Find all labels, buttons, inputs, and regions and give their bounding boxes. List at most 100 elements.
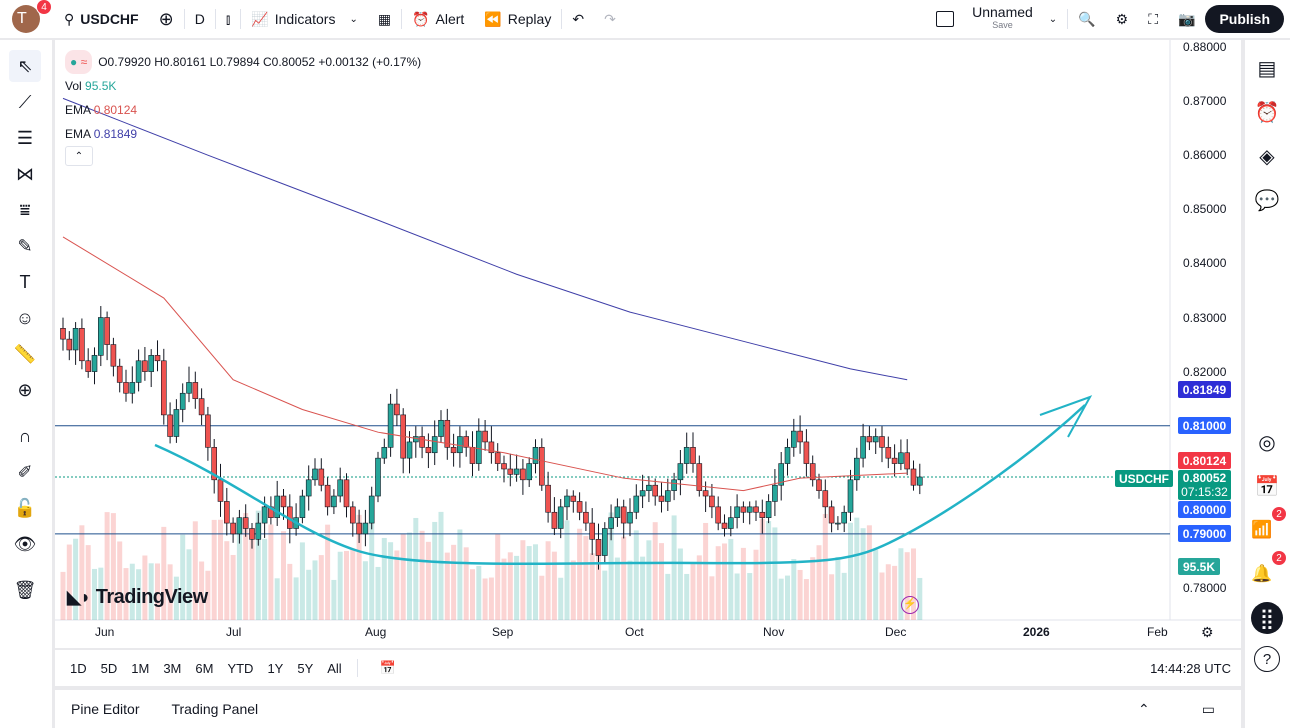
drawn-curve[interactable] xyxy=(154,404,1086,566)
symbol-search[interactable]: ⚲ USDCHF xyxy=(64,10,139,28)
lightning-icon[interactable]: ⚡ xyxy=(901,596,919,614)
volume-bar xyxy=(79,525,85,620)
candle xyxy=(715,506,722,524)
visibility-tool[interactable]: 👁 xyxy=(9,528,41,560)
zoom-tool[interactable]: ⊕ xyxy=(9,374,41,406)
candle xyxy=(583,511,589,524)
technicals-button[interactable]: ◎ xyxy=(1251,426,1283,458)
drawn-arrow-head[interactable] xyxy=(1039,395,1093,438)
candle xyxy=(538,447,545,486)
settings-button[interactable]: ⚙ xyxy=(1106,0,1139,38)
object-tree-button[interactable]: ◈ xyxy=(1251,140,1283,172)
volume-bar xyxy=(627,560,633,620)
lock-tool[interactable]: 🔓 xyxy=(9,492,41,524)
volume-bar xyxy=(797,569,803,620)
emoji-tool[interactable]: ☺ xyxy=(9,302,41,334)
candle xyxy=(872,436,879,443)
price-tick: 0.84000 xyxy=(1183,256,1227,271)
quick-search-button[interactable]: 🔍 xyxy=(1068,0,1105,38)
maximize-panel-button[interactable]: ▭ xyxy=(1176,701,1241,718)
collapse-legend-button[interactable]: ⌃ xyxy=(65,146,93,166)
volume-bar xyxy=(690,562,696,620)
forecast-icon: ⩸ xyxy=(19,199,31,220)
apps-button[interactable]: ⣿ xyxy=(1251,602,1283,634)
forecast-tool[interactable]: ⩸ xyxy=(9,194,41,226)
volume-bar xyxy=(331,579,337,620)
alerts-panel-button[interactable]: ⏰ xyxy=(1251,96,1283,128)
templates-button[interactable]: ▦ xyxy=(368,0,401,38)
range-1y[interactable]: 1Y xyxy=(267,660,284,676)
ema-fast-line[interactable] xyxy=(62,236,908,492)
axis-settings-button[interactable]: ⚙ xyxy=(1201,624,1214,641)
collapse-panel-button[interactable]: ⌃ xyxy=(1112,701,1176,718)
clock[interactable]: 14:44:28 UTC xyxy=(1150,660,1231,676)
lock-drawing-tool[interactable]: ✐ xyxy=(9,456,41,488)
help-icon: ? xyxy=(1262,650,1272,668)
fib-tool[interactable]: ☰ xyxy=(9,122,41,154)
volume-bar xyxy=(136,569,142,620)
trendline-tool[interactable]: ⟋ xyxy=(9,86,41,118)
time-tick: Sep xyxy=(492,625,514,639)
undo-button[interactable]: ↶ xyxy=(562,0,594,38)
volume-bar xyxy=(526,546,532,620)
trash-icon: 🗑 xyxy=(13,579,37,600)
candle xyxy=(154,355,161,362)
tradingview-logo[interactable]: ◣◗ TradingView xyxy=(67,586,208,608)
chart-type-button[interactable]: ⫾ xyxy=(216,0,240,38)
go-to-date-button[interactable]: 📅 xyxy=(366,660,410,676)
layout-button[interactable]: Unnamed Save ⌄ xyxy=(926,0,1067,38)
help-button[interactable]: ? xyxy=(1254,646,1280,672)
candle xyxy=(847,479,854,513)
candle xyxy=(734,506,740,518)
snapshot-button[interactable]: 📷 xyxy=(1168,0,1205,38)
range-3m[interactable]: 3M xyxy=(163,660,182,676)
brush-tool[interactable]: ✎ xyxy=(9,230,41,262)
volume-bar xyxy=(898,548,904,620)
news-button[interactable]: 📶 2 xyxy=(1251,506,1287,546)
range-5d[interactable]: 5D xyxy=(100,660,118,676)
replay-button[interactable]: ⏪ Replay xyxy=(484,10,552,28)
trading-panel-tab[interactable]: Trading Panel xyxy=(171,701,259,717)
ema-slow-line[interactable] xyxy=(62,97,908,381)
candle xyxy=(79,328,85,362)
calendar-button[interactable]: 📅 xyxy=(1251,470,1283,502)
volume-bar xyxy=(369,518,375,620)
volume-bar xyxy=(394,550,400,620)
candle xyxy=(601,528,608,556)
range-all[interactable]: All xyxy=(327,660,342,676)
volume-bar xyxy=(451,544,457,620)
chart-pane[interactable]: ● ≈ O0.79920 H0.80161 L0.79894 C0.80052 +… xyxy=(55,40,1241,648)
range-5y[interactable]: 5Y xyxy=(297,660,314,676)
range-1m[interactable]: 1M xyxy=(131,660,150,676)
range-6m[interactable]: 6M xyxy=(195,660,214,676)
price-chart[interactable] xyxy=(55,40,1241,648)
time-tick: Dec xyxy=(885,625,907,639)
volume-bar xyxy=(677,548,683,620)
redo-button[interactable]: ↷ xyxy=(594,0,626,38)
candle xyxy=(242,517,249,529)
price-tick: 0.83000 xyxy=(1183,310,1227,325)
publish-button[interactable]: Publish xyxy=(1205,5,1284,33)
remove-tool[interactable]: 🗑 xyxy=(9,574,41,606)
fullscreen-button[interactable]: ⛶ xyxy=(1138,0,1168,38)
interval-button[interactable]: D xyxy=(194,11,205,27)
pattern-tool[interactable]: ⋈ xyxy=(9,158,41,190)
pine-editor-tab[interactable]: Pine Editor xyxy=(71,701,140,717)
alert-button[interactable]: ⏰ Alert xyxy=(412,10,465,28)
range-1d[interactable]: 1D xyxy=(70,660,87,676)
text-tool[interactable]: T xyxy=(9,266,41,298)
notifications-button[interactable]: 🔔 2 xyxy=(1251,550,1287,590)
measure-tool[interactable]: 📏 xyxy=(9,338,41,370)
pencil-lock-icon: ✐ xyxy=(17,461,33,482)
watchlist-button[interactable]: ▤ xyxy=(1251,52,1283,84)
range-ytd[interactable]: YTD xyxy=(227,660,254,676)
compare-button[interactable]: ⊕ xyxy=(149,0,184,38)
volume-bar xyxy=(514,555,520,620)
chat-button[interactable]: 💬 xyxy=(1251,184,1283,216)
candle xyxy=(860,436,866,459)
indicators-button[interactable]: 📈 Indicators ⌄ xyxy=(251,10,358,28)
magnet-tool[interactable]: ∩ xyxy=(9,420,41,452)
cursor-tool[interactable]: ⇖ xyxy=(9,50,41,82)
status-pill[interactable]: ● ≈ xyxy=(65,50,93,74)
